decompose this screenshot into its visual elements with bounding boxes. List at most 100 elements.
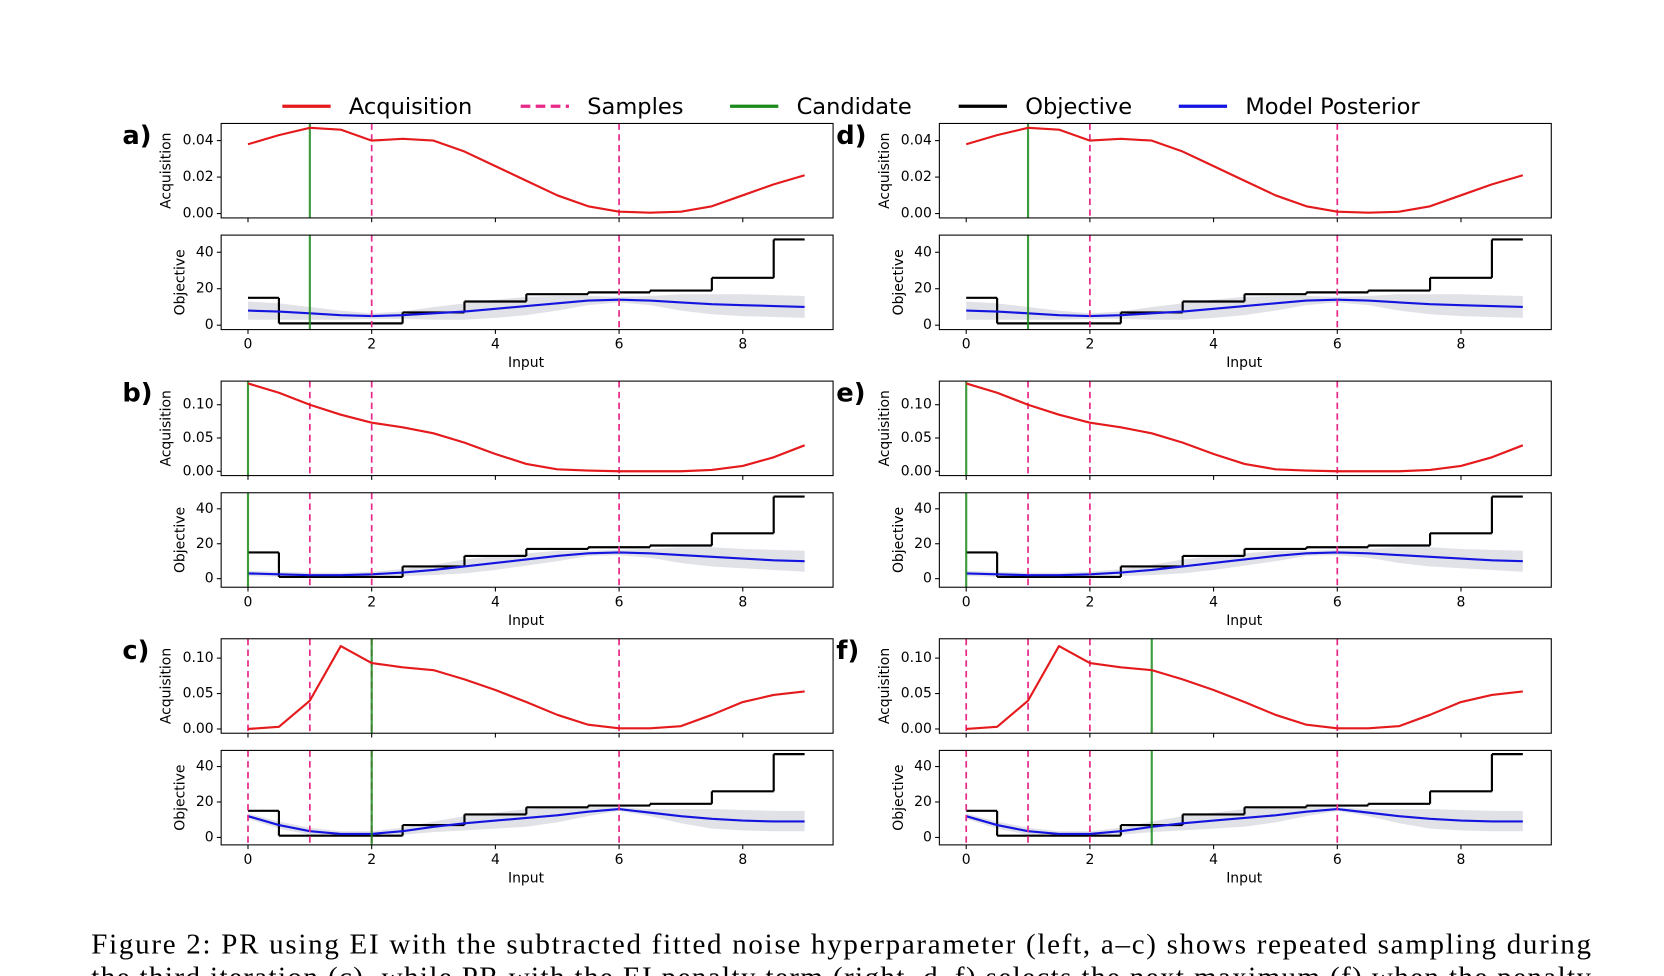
posterior-line: [247, 808, 805, 835]
y-tick-label: 0.02: [901, 169, 932, 185]
legend-label: Model Posterior: [1245, 94, 1420, 120]
y-tick-label: 20: [914, 794, 932, 810]
y-tick-label: 40: [196, 244, 214, 260]
acquisition-line: [247, 382, 806, 473]
axes-frame: [938, 380, 1552, 477]
y-tick-label: 0.02: [183, 169, 214, 185]
y-tick-label: 40: [196, 501, 214, 517]
y-tick-label: 0.05: [901, 430, 932, 446]
y-axis-label: Objective: [173, 507, 189, 573]
x-axis-label: Input: [508, 870, 545, 886]
x-tick-label: 6: [615, 852, 624, 868]
x-tick-label: 6: [615, 594, 624, 610]
y-tick-label: 20: [196, 794, 214, 810]
x-tick-label: 6: [615, 337, 624, 353]
y-axis-label: Acquisition: [877, 648, 893, 724]
acquisition-line: [965, 126, 1524, 214]
acquisition-line: [966, 644, 1523, 731]
y-tick-label: 0.04: [183, 133, 214, 149]
x-tick-label: 4: [491, 852, 500, 868]
y-tick-label: 0: [923, 571, 932, 587]
x-tick-label: 8: [1457, 852, 1466, 868]
axes-frame: [220, 749, 834, 846]
panel-label: c): [122, 636, 149, 666]
x-tick-label: 2: [367, 337, 376, 353]
x-axis-label: Input: [1226, 355, 1263, 371]
x-tick-label: 8: [738, 852, 747, 868]
axes-frame: [220, 122, 834, 219]
y-tick-label: 0.00: [901, 721, 932, 737]
x-tick-label: 0: [244, 337, 253, 353]
y-axis-label: Objective: [891, 507, 907, 573]
y-tick-label: 0: [205, 829, 214, 845]
x-tick-label: 0: [962, 337, 971, 353]
posterior-line: [247, 298, 805, 318]
y-tick-label: 0: [205, 571, 214, 587]
panel-label: e): [836, 379, 865, 409]
y-tick-label: 0.10: [901, 650, 932, 666]
posterior-line: [966, 551, 1523, 577]
y-tick-label: 0.00: [901, 206, 932, 222]
axes-frame: [220, 380, 834, 477]
panel-label: b): [122, 379, 152, 409]
y-tick-label: 0.04: [901, 133, 932, 149]
x-axis-label: Input: [508, 355, 545, 371]
y-axis-label: Objective: [891, 249, 907, 315]
posterior-line: [965, 808, 1523, 835]
x-tick-label: 4: [491, 594, 500, 610]
y-tick-label: 20: [914, 281, 932, 297]
caption-line: Figure 2: PR using EI with the subtracte…: [91, 928, 1591, 960]
y-tick-label: 40: [914, 244, 932, 260]
posterior-line: [247, 551, 805, 577]
y-tick-label: 40: [914, 759, 932, 775]
x-tick-label: 2: [1085, 594, 1094, 610]
y-axis-label: Objective: [891, 765, 907, 831]
x-tick-label: 6: [1333, 594, 1342, 610]
x-tick-label: 0: [962, 594, 971, 610]
x-tick-label: 4: [491, 337, 500, 353]
axes-frame: [938, 492, 1552, 588]
x-tick-label: 2: [367, 852, 376, 868]
y-tick-label: 0: [923, 317, 932, 333]
x-tick-label: 8: [1457, 594, 1466, 610]
legend-label: Samples: [587, 94, 683, 120]
y-tick-label: 0.05: [183, 430, 214, 446]
panel-label: d): [836, 121, 866, 151]
legend-label: Objective: [1025, 94, 1132, 120]
x-tick-label: 2: [1085, 852, 1094, 868]
x-axis-label: Input: [508, 613, 545, 629]
y-tick-label: 0.10: [183, 397, 214, 413]
y-tick-label: 0.05: [183, 686, 214, 702]
y-tick-label: 20: [196, 281, 214, 297]
y-axis-label: Acquisition: [877, 390, 893, 466]
acquisition-line: [247, 644, 805, 731]
y-tick-label: 0: [923, 829, 932, 845]
axes-frame: [938, 638, 1552, 734]
y-axis-label: Acquisition: [159, 390, 175, 466]
x-tick-label: 8: [738, 337, 747, 353]
x-tick-label: 6: [1333, 852, 1342, 868]
x-tick-label: 2: [367, 594, 376, 610]
y-tick-label: 0.10: [901, 397, 932, 413]
x-tick-label: 8: [1457, 337, 1466, 353]
x-tick-label: 2: [1085, 337, 1094, 353]
legend-label: Acquisition: [349, 94, 472, 120]
x-axis-label: Input: [1226, 613, 1263, 629]
y-tick-label: 0.00: [183, 721, 214, 737]
y-tick-label: 0.00: [183, 463, 214, 479]
x-axis-label: Input: [1226, 870, 1263, 886]
x-tick-label: 0: [962, 852, 971, 868]
axes-frame: [220, 492, 834, 588]
panel-label: f): [836, 636, 859, 666]
axes-frame: [938, 749, 1552, 846]
x-tick-label: 6: [1333, 337, 1342, 353]
y-axis-label: Objective: [173, 249, 189, 315]
axes-frame: [938, 234, 1552, 331]
caption-line: the third iteration (c), while PR with t…: [91, 962, 1591, 976]
y-tick-label: 40: [196, 759, 214, 775]
axes-frame: [938, 122, 1552, 219]
y-axis-label: Acquisition: [159, 648, 175, 724]
x-tick-label: 4: [1209, 852, 1218, 868]
y-tick-label: 0.00: [901, 463, 932, 479]
